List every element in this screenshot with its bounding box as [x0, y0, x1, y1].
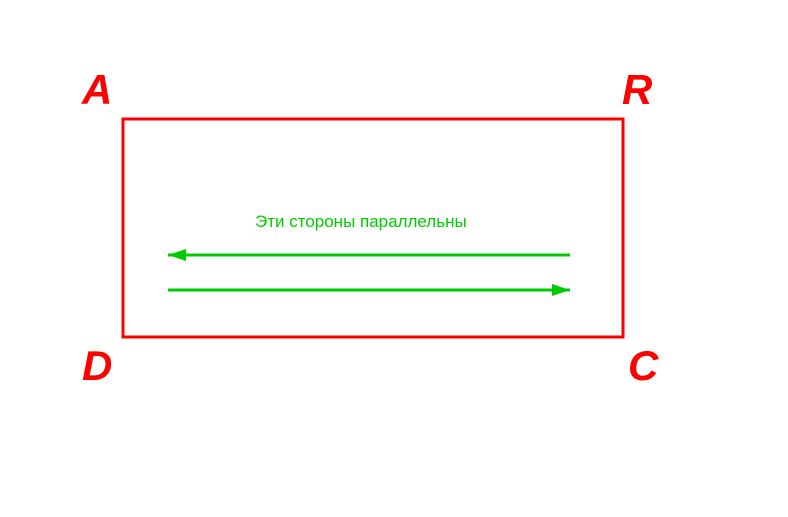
- diagram-svg: [0, 0, 788, 517]
- rectangle-shape: [123, 119, 623, 337]
- arrows-group: [168, 249, 570, 296]
- arrow-head-icon: [168, 249, 186, 261]
- diagram-canvas: A R D C Эти стороны параллельны: [0, 0, 788, 517]
- arrow-head-icon: [552, 284, 570, 296]
